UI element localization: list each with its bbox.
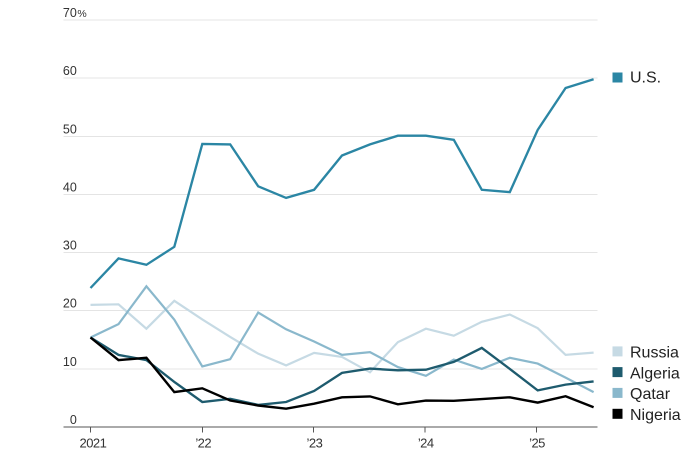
svg-text:60: 60 [63, 64, 77, 78]
svg-text:’25: ’25 [529, 435, 545, 450]
svg-text:70: 70 [63, 6, 77, 20]
svg-text:20: 20 [63, 297, 77, 311]
svg-text:Algeria: Algeria [630, 365, 680, 382]
svg-text:50: 50 [63, 122, 77, 136]
svg-text:30: 30 [63, 239, 77, 253]
svg-text:2021: 2021 [80, 435, 107, 450]
svg-text:’24: ’24 [418, 435, 434, 450]
svg-text:%: % [77, 8, 86, 20]
svg-text:40: 40 [63, 180, 77, 194]
svg-text:U.S.: U.S. [630, 70, 661, 87]
svg-text:Russia: Russia [630, 345, 679, 362]
svg-text:’22: ’22 [195, 435, 211, 450]
svg-text:Nigeria: Nigeria [630, 407, 681, 424]
svg-text:10: 10 [63, 355, 77, 369]
svg-text:’23: ’23 [307, 435, 323, 450]
svg-text:Qatar: Qatar [630, 386, 671, 403]
svg-text:0: 0 [70, 413, 77, 427]
